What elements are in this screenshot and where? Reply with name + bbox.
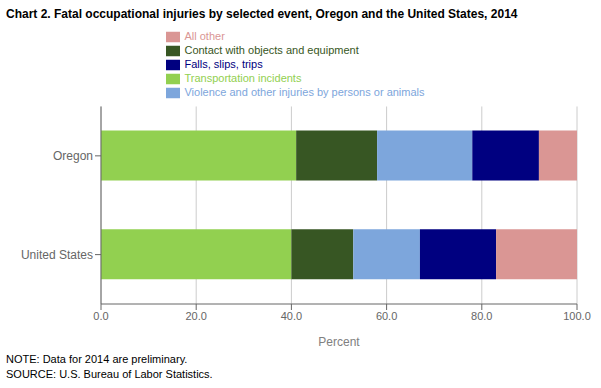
svg-text:40.0: 40.0 <box>281 310 302 322</box>
svg-text:100.0: 100.0 <box>563 310 591 322</box>
svg-text:80.0: 80.0 <box>471 310 492 322</box>
svg-text:Percent: Percent <box>318 335 360 349</box>
html-text:All other: All other <box>184 30 225 42</box>
svg-text:60.0: 60.0 <box>376 310 397 322</box>
html-text:Transportation incidents: Transportation incidents <box>184 72 302 85</box>
html-text:SOURCE: U.S. Bureau of Labor S: SOURCE: U.S. Bureau of Labor Statistics. <box>6 368 213 380</box>
html-text:Violence and other injuries by: Violence and other injuries by persons o… <box>184 86 425 99</box>
svg-text:United States: United States <box>21 248 93 262</box>
html-text:Falls, slips, trips: Falls, slips, trips <box>184 58 263 71</box>
html-text:Chart 2. Fatal occupational in: Chart 2. Fatal occupational injuries by … <box>6 7 518 21</box>
svg-text:20.0: 20.0 <box>185 310 206 322</box>
html-text:NOTE: Data for 2014 are prelim: NOTE: Data for 2014 are preliminary. <box>6 353 188 365</box>
html-text:Contact with objects and equip: Contact with objects and equipment <box>184 44 359 57</box>
svg-text:Oregon: Oregon <box>53 149 93 163</box>
svg-text:0.0: 0.0 <box>93 310 108 322</box>
